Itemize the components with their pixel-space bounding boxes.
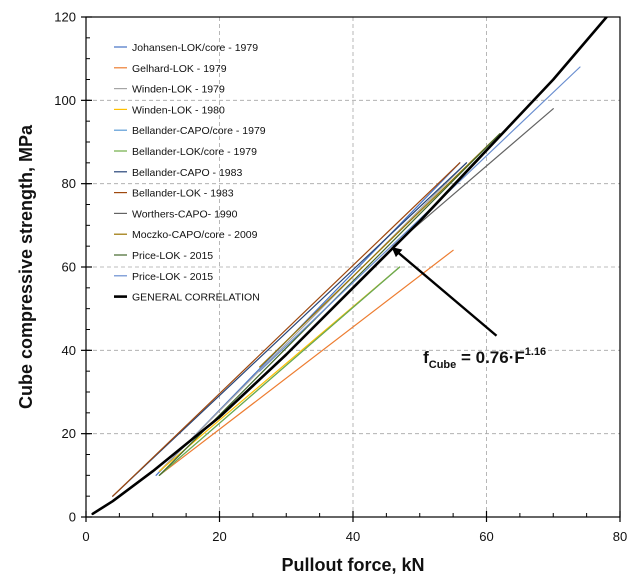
- series-line-5: [158, 266, 401, 476]
- y-tick-label: 0: [69, 510, 76, 525]
- annotation-main: f: [423, 348, 429, 367]
- legend-label: Bellander-CAPO - 1983: [132, 167, 242, 179]
- annotation-subscript: Cube: [429, 359, 457, 371]
- annotation-rest: = 0.76·F: [456, 348, 525, 367]
- y-tick-label: 120: [54, 10, 76, 25]
- y-tick-label: 40: [62, 343, 76, 358]
- series-line-11: [259, 66, 581, 372]
- legend-label: Winden-LOK - 1979: [132, 84, 225, 96]
- series-line-1: [158, 249, 454, 476]
- y-tick-label: 60: [62, 260, 76, 275]
- legend: Johansen-LOK/core - 1979 Gelhard-LOK - 19…: [114, 42, 266, 304]
- legend-label: Moczko-CAPO/core - 2009: [132, 229, 258, 241]
- legend-label: Gelhard-LOK - 1979: [132, 63, 227, 75]
- legend-label: Winden-LOK - 1980: [132, 104, 225, 116]
- legend-label: Price-LOK - 2015: [132, 250, 213, 262]
- legend-label: Bellander-LOK - 1983: [132, 188, 234, 200]
- y-tick-label: 20: [62, 426, 76, 441]
- legend-label: GENERAL CORRELATION: [132, 292, 260, 304]
- series-line-6: [112, 162, 468, 497]
- legend-label: Bellander-CAPO/core - 1979: [132, 125, 266, 137]
- annotation-formula: fCube = 0.76·F1.16: [423, 346, 546, 371]
- series-line-8: [392, 108, 554, 247]
- annotation-superscript: 1.16: [525, 346, 546, 358]
- legend-label: Price-LOK - 2015: [132, 271, 213, 283]
- x-tick-label: 60: [479, 529, 493, 544]
- x-tick-label: 40: [346, 529, 360, 544]
- series-line-2: [158, 162, 468, 472]
- x-axis-title: Pullout force, kN: [281, 555, 424, 575]
- legend-label: Worthers-CAPO- 1990: [132, 208, 238, 220]
- x-tick-label: 0: [82, 529, 89, 544]
- y-tick-label: 80: [62, 176, 76, 191]
- x-tick-label: 20: [212, 529, 226, 544]
- series-line-9: [259, 133, 501, 368]
- grid: [86, 17, 620, 517]
- series-line-12: [91, 17, 608, 516]
- x-tick-label: 80: [613, 529, 627, 544]
- series-group: [91, 17, 608, 516]
- y-axis-title: Cube compressive strength, MPa: [16, 124, 36, 409]
- legend-label: Johansen-LOK/core - 1979: [132, 42, 258, 54]
- major-ticks: [81, 16, 621, 522]
- legend-label: Bellander-LOK/core - 1979: [132, 146, 257, 158]
- y-tick-label: 100: [54, 93, 76, 108]
- series-line-7: [112, 162, 461, 497]
- annotation-arrow: [391, 246, 498, 337]
